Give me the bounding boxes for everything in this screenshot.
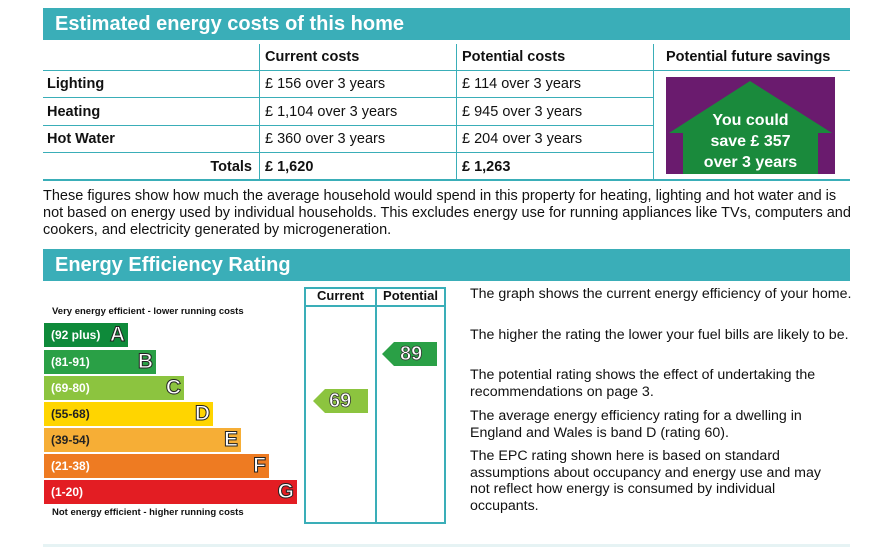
band-g-range: (1-20) xyxy=(51,485,84,499)
band-d-range: (55-68) xyxy=(51,407,90,421)
totals-label: Totals xyxy=(210,159,252,175)
energy-costs-heading: Estimated energy costs of this home xyxy=(43,8,850,40)
band-d: (55-68) D xyxy=(44,402,213,426)
potential-arrow-shape-icon xyxy=(382,342,437,366)
rating-explanation-1: The graph shows the current energy effic… xyxy=(470,286,852,302)
table-divider xyxy=(43,152,653,153)
hot-water-potential-cost: £ 204 over 3 years xyxy=(462,131,583,147)
table-column-divider xyxy=(653,44,654,180)
band-d-letter: D xyxy=(194,402,210,426)
rating-explanation-5: The EPC rating shown here is based on st… xyxy=(470,448,821,514)
band-b-range: (81-91) xyxy=(51,355,90,369)
hot-water-current-cost: £ 360 over 3 years xyxy=(265,131,386,147)
section-footer-rule xyxy=(43,544,850,547)
savings-line-2: save £ 357 xyxy=(710,133,791,150)
band-e-range: (39-54) xyxy=(51,433,90,447)
totals-potential-cost: £ 1,263 xyxy=(462,159,511,175)
energy-efficiency-heading: Energy Efficiency Rating xyxy=(43,249,850,281)
band-f-range: (21-38) xyxy=(51,459,90,473)
column-header-potential-costs: Potential costs xyxy=(462,49,566,65)
top-caption: Very energy efficient - lower running co… xyxy=(52,306,244,317)
row-label-hot-water: Hot Water xyxy=(47,131,115,147)
current-rating-value: 69 xyxy=(329,390,352,413)
chart-frame xyxy=(304,287,446,289)
current-rating-arrow: 69 xyxy=(313,389,368,413)
table-column-divider xyxy=(259,44,260,180)
band-e-letter: E xyxy=(223,428,238,452)
column-header-current: Current xyxy=(317,288,364,303)
current-arrow-shape-icon xyxy=(313,389,368,413)
band-a-range: (92 plus) xyxy=(51,328,101,342)
chart-frame xyxy=(304,287,306,524)
savings-box: You could save £ 357 over 3 years xyxy=(666,77,835,174)
band-c-range: (69-80) xyxy=(51,381,90,395)
band-g-letter: G xyxy=(277,480,294,504)
table-bottom-border xyxy=(43,179,850,181)
table-column-divider xyxy=(456,44,457,180)
chart-frame xyxy=(304,522,446,524)
chart-frame xyxy=(304,305,446,307)
potential-rating-value: 89 xyxy=(400,343,423,366)
band-f: (21-38) F xyxy=(44,454,269,478)
bottom-caption: Not energy efficient - higher running co… xyxy=(52,507,244,518)
table-divider xyxy=(43,70,653,71)
table-divider xyxy=(43,125,653,126)
band-f-letter: F xyxy=(253,454,267,478)
chart-frame xyxy=(375,287,377,524)
column-header-current-costs: Current costs xyxy=(265,49,360,65)
rating-explanation-3: The potential rating shows the effect of… xyxy=(470,367,816,400)
table-divider xyxy=(653,70,850,71)
row-label-lighting: Lighting xyxy=(47,76,105,92)
band-e: (39-54) E xyxy=(44,428,241,452)
row-label-heating: Heating xyxy=(47,104,101,120)
column-header-potential: Potential xyxy=(383,288,438,303)
savings-line-3: over 3 years xyxy=(703,154,798,171)
costs-explanation: These figures show how much the average … xyxy=(43,188,851,238)
band-b: (81-91) B xyxy=(44,350,156,374)
potential-rating-arrow: 89 xyxy=(382,342,437,366)
band-b-letter: B xyxy=(137,350,153,374)
heating-potential-cost: £ 945 over 3 years xyxy=(462,104,583,120)
lighting-potential-cost: £ 114 over 3 years xyxy=(462,76,582,92)
band-c-letter: C xyxy=(165,376,181,400)
savings-line-1: You could xyxy=(712,112,789,129)
band-a-letter: A xyxy=(109,323,125,347)
totals-current-cost: £ 1,620 xyxy=(265,159,314,175)
chart-frame xyxy=(444,287,446,524)
rating-explanation-2: The higher the rating the lower your fue… xyxy=(470,327,849,343)
band-a: (92 plus) A xyxy=(44,323,128,347)
table-divider xyxy=(43,97,653,98)
heating-current-cost: £ 1,104 over 3 years xyxy=(265,104,398,120)
band-g: (1-20) G xyxy=(44,480,297,504)
column-header-potential-savings: Potential future savings xyxy=(666,49,831,65)
lighting-current-cost: £ 156 over 3 years xyxy=(265,76,386,92)
savings-house-arrow-icon xyxy=(669,81,832,174)
rating-explanation-4: The average energy efficiency rating for… xyxy=(470,408,802,441)
band-c: (69-80) C xyxy=(44,376,184,400)
